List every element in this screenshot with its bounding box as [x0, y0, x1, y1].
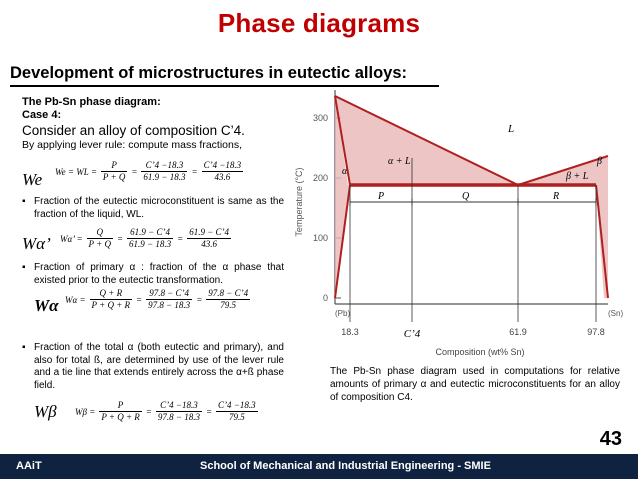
- heading-case: Case 4:: [22, 109, 62, 121]
- wb-f2-num: C’4 −18.3: [155, 400, 202, 412]
- wa-primary-f1-den: P + Q: [88, 239, 111, 249]
- footer-school: School of Mechanical and Industrial Engi…: [200, 460, 491, 472]
- pb-sn-phase-diagram: 0 100 200 300 Temperature (°C) P Q R L α…: [294, 90, 623, 357]
- wa-total-f3-num: 97.8 − C’4: [206, 288, 251, 300]
- wb-lhs: Wβ =: [75, 406, 96, 417]
- y-tick-100: 100: [313, 233, 328, 243]
- subtitle-underline: [10, 85, 439, 87]
- y-tick-0: 0: [323, 293, 328, 303]
- we-f3-num: C’4 −18.3: [201, 160, 244, 172]
- wa-total-f3-den: 79.5: [220, 300, 237, 310]
- bullet-total-alpha: Fraction of the total α (both eutectic a…: [22, 342, 284, 392]
- footer-bar: AAiT School of Mechanical and Industrial…: [0, 454, 638, 479]
- wa-primary-f2-den: 61.9 − 18.3: [129, 239, 172, 249]
- page-number: 43: [599, 428, 622, 450]
- wb-f3-num: C’4 −18.3: [216, 400, 258, 412]
- segment-q: Q: [462, 191, 470, 202]
- figure-caption: The Pb-Sn phase diagram used in computat…: [330, 366, 620, 403]
- left-column: The Pb-Sn phase diagram: Case 4: Conside…: [22, 96, 290, 152]
- y-tick-200: 200: [313, 173, 328, 183]
- wb-f1-den: P + Q + R: [101, 412, 140, 422]
- wa-total-f2-den: 97.8 − 18.3: [148, 300, 191, 310]
- we-f1-num: P: [100, 160, 128, 172]
- y-tick-300: 300: [313, 113, 328, 123]
- we-f3-den: 43.6: [214, 172, 231, 182]
- wa-primary-f3-den: 43.6: [201, 239, 217, 249]
- bullet-primary-alpha: Fraction of primary α : fraction of the …: [22, 262, 284, 287]
- segment-r: R: [552, 191, 559, 202]
- wa-primary-f2-num: 61.9 − C’4: [127, 227, 174, 239]
- wa-total-f2-num: 97.8 − C’4: [146, 288, 193, 300]
- segment-p: P: [377, 191, 384, 202]
- x-tick-c4: C’4: [404, 328, 421, 340]
- label-beta-liquid: β + L: [565, 171, 589, 182]
- we-lhs: We = WL =: [55, 166, 97, 177]
- we-f2-den: 61.9 − 18.3: [143, 172, 186, 182]
- footer-institution: AAiT: [16, 460, 42, 472]
- wa-primary-lhs: Wα’ =: [60, 233, 83, 244]
- x-label-pb: (Pb): [335, 309, 350, 318]
- heading-phase-diagram: The Pb-Sn phase diagram:: [22, 96, 161, 108]
- wb-f3-den: 79.5: [228, 412, 245, 422]
- we-label: We: [22, 170, 43, 189]
- wa-total-f1-num: Q + R: [89, 288, 133, 300]
- slide-title: Phase diagrams: [217, 8, 421, 38]
- bullet-eutectic: Fraction of the eutectic microconstituen…: [22, 196, 284, 221]
- wb-label: Wβ: [34, 402, 57, 421]
- wa-primary-label: Wα’: [22, 234, 51, 253]
- tie-line-ticks: [349, 198, 597, 206]
- wa-total-f1-den: P + Q + R: [91, 300, 131, 310]
- x-tick-18-3: 18.3: [341, 327, 359, 337]
- x-tick-61-9: 61.9: [509, 327, 527, 337]
- y-axis-label: Temperature (°C): [294, 167, 304, 236]
- wa-total-lhs: Wα =: [65, 294, 86, 305]
- wa-primary-f1-num: Q: [86, 227, 113, 239]
- label-alpha: α: [342, 166, 348, 177]
- label-alpha-liquid: α + L: [388, 156, 411, 167]
- we-f1-den: P + Q: [102, 172, 126, 182]
- slide-subtitle: Development of microstructures in eutect…: [10, 64, 408, 82]
- we-f2-num: C’4 −18.3: [141, 160, 188, 172]
- x-label-sn: (Sn): [608, 309, 623, 318]
- label-liquid: L: [507, 123, 514, 135]
- label-beta: β: [596, 156, 602, 167]
- wb-f2-den: 97.8 − 18.3: [157, 412, 200, 422]
- lever-rule-text: By applying lever rule: compute mass fra…: [22, 139, 243, 151]
- consider-text: Consider an alloy of composition C’4.: [22, 123, 245, 138]
- x-tick-97-8: 97.8: [587, 327, 605, 337]
- x-axis-label: Composition (wt% Sn): [435, 347, 524, 357]
- wa-primary-f3-num: 61.9 − C’4: [187, 227, 232, 239]
- wb-f1-num: P: [99, 400, 142, 412]
- wa-total-label: Wα: [34, 296, 59, 315]
- alpha-region: [335, 96, 350, 298]
